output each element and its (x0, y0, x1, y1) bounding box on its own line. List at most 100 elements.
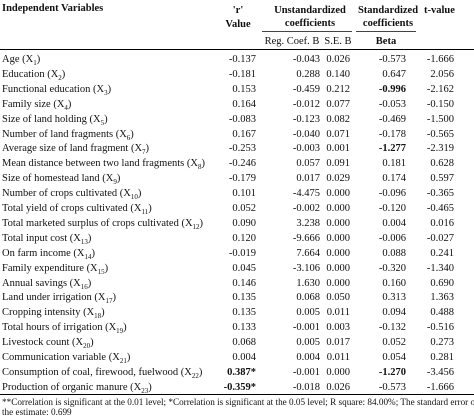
variable-subscript: 9 (113, 178, 117, 187)
variable-subscript: 23 (141, 386, 149, 395)
cell-beta: 0.181 (382, 158, 406, 170)
variable-name: Functional education (X (2, 83, 105, 95)
cell-se-b: 0.003 (326, 322, 350, 334)
header-t-value: t-value (424, 5, 455, 16)
cell-se-b: 0.000 (326, 203, 350, 214)
cell-reg-coef-b: 3.238 (296, 217, 320, 229)
variable-name: Communication variable (X (2, 352, 120, 363)
variable-subscript: 13 (80, 237, 88, 246)
cell-variable: Total marketed surplus of crops cultivat… (2, 216, 214, 231)
header-reg-coef-b: Reg. Coef. B (264, 36, 320, 47)
variable-close-paren: ) (112, 292, 117, 304)
cell-t-value: -1.500 (426, 113, 454, 125)
cell-reg-coef-b: -9.666 (292, 232, 320, 244)
table-row: Education (X2) -0.181 0.288 0.140 0.647 2.056 (0, 67, 474, 82)
cell-se-b: 0.212 (326, 83, 350, 95)
cell-se-b: 0.000 (326, 217, 350, 229)
cell-variable: Annual savings (X16) (2, 276, 214, 291)
cell-reg-coef-b: 0.004 (296, 352, 320, 363)
variable-close-paren: ) (126, 352, 131, 363)
cell-t-value: -2.162 (426, 83, 454, 95)
cell-beta: 0.160 (382, 277, 406, 289)
variable-close-paren: ) (87, 232, 92, 244)
cell-reg-coef-b: -0.012 (292, 98, 320, 110)
variable-subscript: 18 (94, 312, 102, 321)
variable-subscript: 19 (116, 327, 124, 336)
cell-reg-coef-b: -0.123 (292, 113, 320, 125)
variable-close-paren: ) (91, 247, 96, 259)
variable-close-paren: ) (199, 217, 204, 229)
cell-t-value: -0.365 (426, 188, 454, 200)
table-row: Total hours of irrigation (X19) 0.133 -0.0… (0, 320, 474, 335)
subheader-rule-standardized (356, 31, 416, 32)
cell-r-value: -0.253 (228, 143, 256, 155)
cell-r-value: -0.359* (223, 381, 256, 393)
header-se-b: S.E. B (324, 36, 352, 47)
table-row: Size of homestead land (X9) -0.179 0.017 0.… (0, 171, 474, 186)
cell-t-value: 0.016 (430, 217, 454, 229)
cell-variable: Consumption of coal, firewood, fuelwood … (2, 365, 214, 380)
cell-r-value: 0.052 (232, 203, 256, 214)
cell-variable: Livestock count (X20) (2, 335, 214, 350)
variable-close-paren: ) (201, 158, 205, 170)
cell-beta: 0.647 (382, 68, 406, 80)
cell-reg-coef-b: -0.043 (292, 54, 320, 65)
cell-beta: 0.052 (382, 337, 406, 349)
cell-variable: Cropping intensity (X18) (2, 305, 214, 320)
variable-name: Total marketed surplus of crops cultivat… (2, 217, 193, 229)
cell-t-value: 0.241 (430, 247, 454, 259)
table-row: Functional education (X3) 0.153 -0.459 0.21… (0, 82, 474, 97)
cell-r-value: 0.146 (232, 277, 256, 289)
cell-se-b: 0.000 (326, 232, 350, 244)
variable-name: Family expenditure (X (2, 262, 98, 274)
variable-close-paren: ) (148, 203, 152, 214)
table-row: Total yield of crops cultivated (X11) 0.0… (0, 201, 474, 216)
cell-t-value: 0.690 (430, 277, 454, 289)
cell-se-b: 0.082 (326, 113, 350, 125)
cell-variable: Size of homestead land (X9) (2, 171, 214, 186)
variable-name: Number of crops cultivated (X (2, 188, 131, 200)
footnote-line-1: **Correlation is significant at the 0.01… (2, 397, 474, 407)
header-independent-variables: Independent Variables (2, 3, 104, 14)
cell-t-value: -3.456 (426, 366, 454, 378)
cell-beta: 0.004 (382, 217, 406, 229)
cell-r-value: 0.101 (232, 188, 256, 200)
cell-se-b: 0.050 (326, 292, 350, 304)
variable-name: Total yield of crops cultivated (X (2, 203, 142, 214)
cell-reg-coef-b: -0.003 (292, 143, 320, 155)
cell-variable: Communication variable (X21) (2, 350, 214, 365)
cell-r-value: 0.135 (232, 292, 256, 304)
cell-t-value: -0.027 (426, 232, 454, 244)
variable-subscript: 11 (141, 208, 149, 216)
cell-t-value: 0.273 (430, 337, 454, 349)
cell-se-b: 0.029 (326, 173, 350, 185)
cell-reg-coef-b: -0.040 (292, 128, 320, 140)
variable-name: Size of land holding (X (2, 113, 101, 125)
cell-beta: -0.320 (378, 262, 406, 274)
cell-r-value: -0.083 (228, 113, 256, 125)
cell-variable: Total input cost (X13) (2, 231, 214, 246)
variable-name: Family size (X (2, 98, 65, 110)
cell-variable: Age (X1) (2, 52, 214, 67)
variable-name: Land under irrigation (X (2, 292, 106, 304)
table-row: Number of land fragments (X6) 0.167 -0.040… (0, 127, 474, 142)
cell-r-value: 0.387* (227, 366, 256, 378)
variable-name: Education (X (2, 68, 59, 80)
cell-t-value: -1.340 (426, 262, 454, 274)
cell-r-value: 0.135 (232, 307, 256, 319)
variable-close-paren: ) (107, 83, 112, 95)
cell-se-b: 0.026 (326, 381, 350, 393)
variable-subscript: 22 (191, 371, 199, 380)
cell-r-value: -0.137 (228, 54, 256, 65)
cell-t-value: 0.597 (430, 173, 454, 185)
variable-subscript: 14 (84, 252, 92, 261)
cell-t-value: -2.319 (426, 143, 454, 155)
cell-reg-coef-b: 0.057 (296, 158, 320, 170)
cell-r-value: 0.068 (232, 337, 256, 349)
variable-subscript: 4 (64, 103, 68, 112)
cell-variable: Functional education (X3) (2, 82, 214, 97)
cell-t-value: 1.363 (430, 292, 454, 304)
variable-close-paren: ) (137, 188, 142, 200)
cell-se-b: 0.000 (326, 188, 350, 200)
header-r-value: Value (225, 19, 251, 30)
